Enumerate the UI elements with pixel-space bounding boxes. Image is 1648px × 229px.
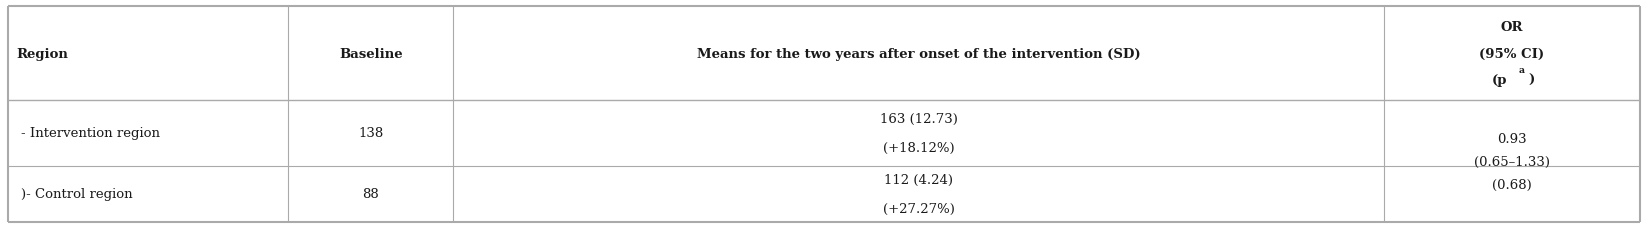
Text: )- Control region: )- Control region [21,188,133,201]
Text: Baseline: Baseline [339,47,402,60]
Text: ): ) [1528,74,1534,87]
Text: 163 (12.73): 163 (12.73) [880,112,957,125]
Text: (p: (p [1491,74,1506,87]
Text: (95% CI): (95% CI) [1480,47,1544,60]
Text: 138: 138 [358,127,384,140]
Text: - Intervention region: - Intervention region [21,127,160,140]
Text: 0.93: 0.93 [1498,132,1526,145]
Text: 88: 88 [363,188,379,201]
Text: 112 (4.24): 112 (4.24) [885,173,953,186]
Text: (0.68): (0.68) [1491,178,1533,191]
Text: (0.65–1.33): (0.65–1.33) [1473,155,1551,168]
Text: a: a [1519,65,1524,74]
Text: Means for the two years after onset of the intervention (SD): Means for the two years after onset of t… [697,47,1140,60]
Text: OR: OR [1501,21,1523,34]
Text: (+27.27%): (+27.27%) [883,202,954,215]
Text: Region: Region [16,47,68,60]
Text: (+18.12%): (+18.12%) [883,142,954,155]
